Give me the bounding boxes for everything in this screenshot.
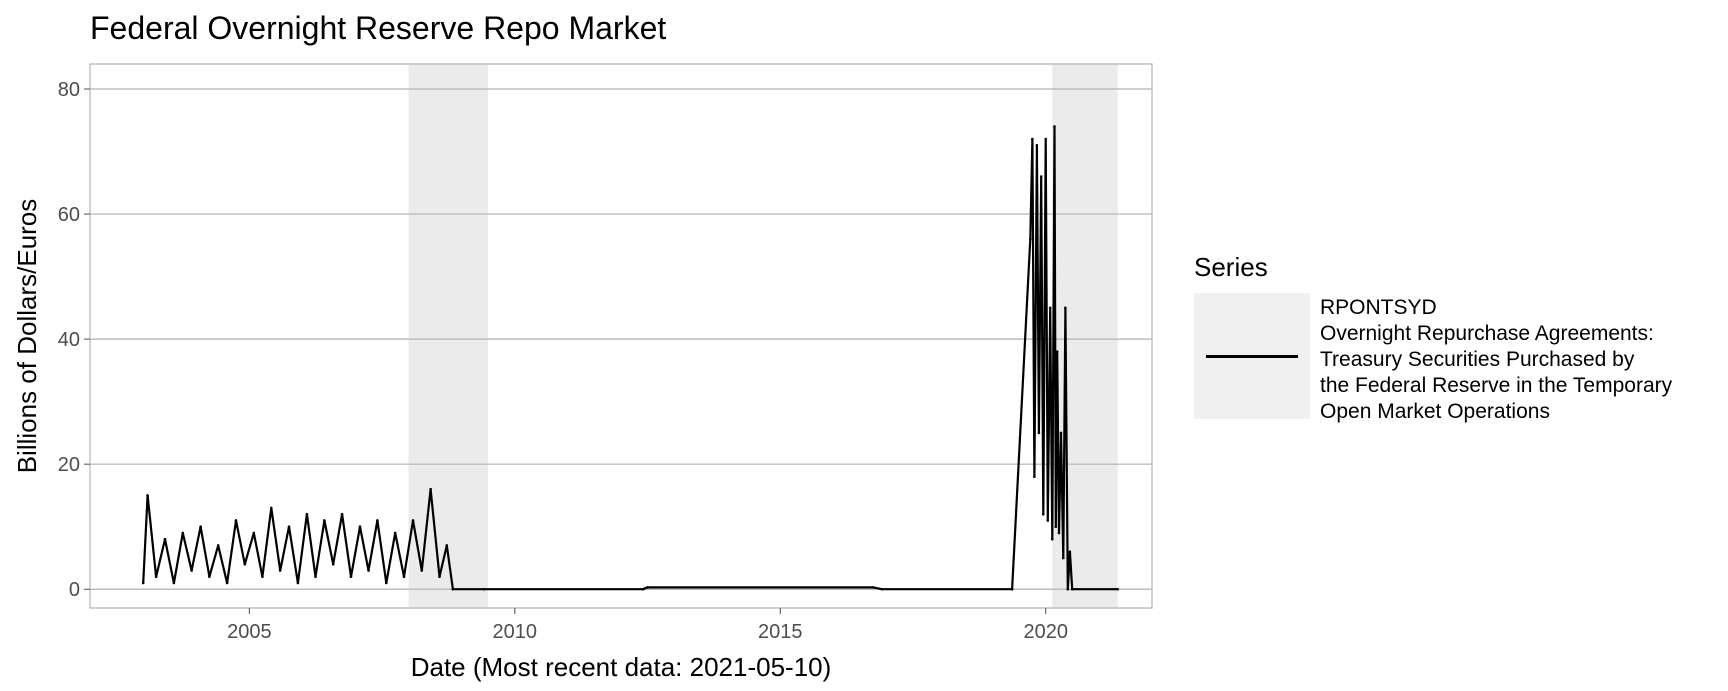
data-point: [1068, 550, 1072, 554]
data-point: [1057, 531, 1061, 535]
data-point: [1059, 431, 1063, 435]
data-point: [141, 581, 145, 585]
data-point: [445, 544, 449, 547]
data-point: [1041, 512, 1045, 516]
x-axis-title: Date (Most recent data: 2021-05-10): [411, 652, 832, 682]
y-tick-label: 20: [58, 454, 80, 476]
data-point: [451, 587, 455, 591]
data-point: [871, 586, 875, 589]
data-point: [349, 575, 353, 579]
data-point: [181, 531, 185, 535]
data-point: [420, 569, 424, 572]
y-axis-title: Billions of Dollars/Euros: [12, 199, 42, 474]
x-tick-label: 2010: [493, 621, 538, 643]
data-point: [323, 519, 326, 522]
legend-key: [1194, 293, 1310, 419]
data-point: [1053, 125, 1056, 128]
data-point: [376, 519, 379, 522]
data-point: [154, 575, 158, 579]
y-axis-ticks: 0 20 40 60 80: [58, 79, 90, 601]
data-point: [393, 531, 397, 535]
data-point: [278, 569, 282, 572]
data-point: [1046, 519, 1050, 522]
data-point: [1039, 175, 1043, 178]
data-point: [1116, 587, 1119, 591]
legend-label: RPONTSYD Overnight Repurchase Agreements…: [1320, 296, 1673, 423]
y-tick-label: 60: [58, 204, 80, 226]
data-point: [269, 506, 273, 510]
data-point: [358, 525, 362, 529]
data-point: [646, 586, 649, 589]
data-point: [1070, 587, 1074, 591]
data-point: [1029, 237, 1032, 241]
data-point: [243, 562, 247, 566]
legend-line-swatch: [1206, 355, 1298, 358]
data-point: [208, 575, 211, 579]
data-point: [296, 581, 300, 585]
data-point: [287, 525, 291, 529]
data-point: [340, 512, 344, 516]
data-point: [1037, 431, 1041, 435]
data-point: [1010, 587, 1014, 591]
plot-panel-border: [89, 63, 1153, 609]
data-point: [880, 587, 884, 591]
recession-shading-group: [408, 64, 1118, 608]
y-tick-label: 80: [58, 79, 80, 101]
recession-shade: [408, 64, 488, 608]
data-point: [190, 569, 193, 572]
data-point: [402, 575, 406, 579]
data-point: [314, 575, 317, 579]
data-point: [252, 531, 256, 535]
data-point: [331, 562, 335, 566]
data-point: [234, 519, 238, 522]
data-point: [411, 519, 415, 522]
data-point: [1048, 306, 1052, 310]
data-point: [482, 587, 485, 591]
y-tick-label: 40: [58, 329, 80, 351]
data-point: [1066, 587, 1070, 591]
x-tick-label: 2005: [227, 621, 272, 643]
data-point: [367, 569, 370, 572]
data-point: [1050, 537, 1054, 541]
data-point: [384, 581, 388, 585]
data-point: [163, 537, 167, 541]
data-point: [172, 581, 176, 585]
data-point: [1055, 350, 1059, 353]
series-line: [142, 125, 1118, 591]
data-point: [261, 575, 264, 579]
data-point: [438, 575, 441, 579]
data-point: [1054, 525, 1058, 529]
x-axis-ticks: 2005 2010 2015 2020: [227, 608, 1068, 643]
data-point: [216, 544, 220, 547]
data-point: [1062, 556, 1065, 560]
legend-title: Series: [1194, 252, 1268, 282]
data-point: [1035, 143, 1039, 147]
x-tick-label: 2020: [1023, 621, 1068, 643]
data-point: [1064, 306, 1067, 310]
data-point: [199, 525, 202, 529]
chart-title: Federal Overnight Reserve Repo Market: [90, 10, 667, 46]
data-point: [429, 487, 432, 491]
data-point: [1044, 137, 1048, 141]
data-point: [305, 512, 309, 516]
x-tick-label: 2015: [758, 621, 803, 643]
y-tick-label: 0: [69, 579, 80, 601]
data-point: [641, 587, 645, 591]
data-point: [1031, 137, 1034, 141]
gridlines-group: [90, 88, 1152, 590]
data-point: [146, 494, 149, 497]
data-point: [1033, 475, 1036, 478]
series-group: [141, 125, 1119, 591]
data-point: [225, 581, 229, 585]
